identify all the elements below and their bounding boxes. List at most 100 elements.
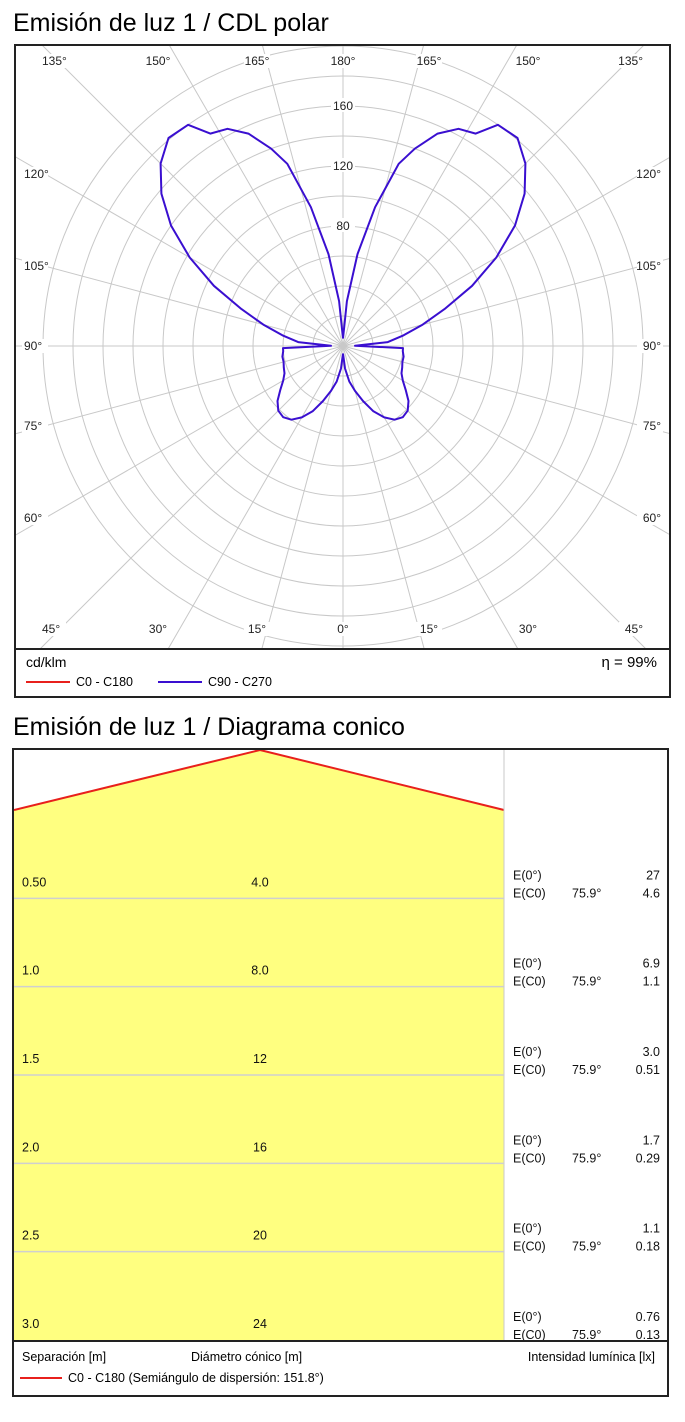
angle-label-bg: [515, 622, 541, 636]
radial-tick-bg: [331, 98, 355, 112]
bottom-angle-label: 45°: [625, 622, 643, 636]
cone-diagram-title: Emisión de luz 1 / Diagrama conico: [13, 713, 405, 741]
cone-legend-item: C0 - C180 (Semiángulo de dispersión: 151…: [20, 1371, 324, 1385]
top-angle-label: 150°: [146, 54, 171, 68]
ec0-value: 0.13: [636, 1328, 660, 1340]
legend-label-c0-c180: C0 - C180: [76, 675, 133, 689]
top-angle-label: 135°: [42, 54, 67, 68]
separation-value: 1.0: [22, 964, 39, 978]
angle-label-bg: [22, 167, 48, 181]
angle-label-bg: [22, 259, 48, 273]
cone-edge-line: [14, 750, 505, 811]
cone-diagram-panel: 0.50 4.0 E(0°) 27 E(C0) 75.9° 4.6 1.0 8.0 E(0°) 6.…: [12, 748, 669, 1342]
separation-value: 2.5: [22, 1229, 39, 1243]
ec0-angle: 75.9°: [572, 1328, 601, 1340]
radial-tick-label: 160: [333, 99, 353, 113]
legend-item-c0-c180: C0 - C180: [26, 675, 133, 689]
angle-label-bg: [416, 622, 442, 636]
radial-tick-bg: [331, 218, 355, 232]
separation-value: 3.0: [22, 1317, 39, 1331]
cone-legend-label: C0 - C180 (Semiángulo de dispersión: 151…: [68, 1371, 324, 1385]
polar-grid-spoke: [168, 345, 344, 648]
ec0-value: 4.6: [643, 886, 660, 900]
e0-value: 1.7: [643, 1133, 660, 1147]
legend-swatch-c0-c180: [26, 681, 70, 683]
cone-legend-swatch: [20, 1377, 62, 1379]
ec0-label: E(C0): [513, 1240, 546, 1254]
diameter-value: 20: [253, 1229, 267, 1243]
e0-label: E(0°): [513, 1045, 542, 1059]
angle-label-bg: [22, 339, 48, 353]
angle-label-bg: [22, 511, 48, 525]
e0-label: E(0°): [513, 1133, 542, 1147]
legend-item-c90-c270: C90 - C270: [158, 675, 272, 689]
polar-grid-spoke: [16, 345, 344, 435]
diameter-value: 4.0: [251, 875, 268, 889]
col-header-separation: Separación [m]: [22, 1350, 107, 1364]
e0-label: E(0°): [513, 1310, 542, 1324]
left-angle-label: 120°: [24, 167, 49, 181]
polar-chart-svg: 80 120 160 135° 150° 165° 180° 165° 150° 135° 45° 3…: [16, 46, 669, 648]
bottom-angle-label: 0°: [337, 622, 349, 636]
diameter-value: 24: [253, 1317, 267, 1331]
angle-label-bg: [40, 622, 66, 636]
bottom-angle-label: 15°: [248, 622, 266, 636]
separation-value: 2.0: [22, 1140, 39, 1154]
radial-tick-bg: [331, 158, 355, 172]
polar-grid-spoke: [16, 156, 344, 347]
diameter-value: 12: [253, 1052, 267, 1066]
col-header-diameter: Diámetro cónico [m]: [191, 1350, 303, 1364]
e0-label: E(0°): [513, 1222, 542, 1236]
bottom-angle-label: 15°: [420, 622, 438, 636]
diameter-value: 8.0: [251, 964, 268, 978]
polar-grid: [16, 46, 669, 648]
ec0-angle: 75.9°: [572, 886, 601, 900]
ec0-value: 0.18: [636, 1240, 660, 1254]
ec0-label: E(C0): [513, 975, 546, 989]
ec0-angle: 75.9°: [572, 975, 601, 989]
ec0-value: 0.51: [636, 1063, 660, 1077]
angle-label-bg: [22, 419, 48, 433]
e0-label: E(0°): [513, 868, 542, 882]
polar-angle-labels: 80 120 160 135° 150° 165° 180° 165° 150° 135° 45° 3…: [22, 54, 663, 636]
polar-grid-spoke: [342, 345, 669, 535]
polar-grid-spoke: [16, 345, 344, 536]
cone-table: 0.50 4.0 E(0°) 27 E(C0) 75.9° 4.6 1.0 8.0 E(0°) 6.…: [22, 868, 660, 1340]
radial-tick-label: 120: [333, 159, 353, 173]
angle-label-bg: [619, 54, 645, 68]
polar-grid-spoke: [342, 345, 669, 434]
polar-grid-spoke: [342, 345, 646, 648]
ec0-label: E(C0): [513, 1063, 546, 1077]
polar-chart-panel: 80 120 160 135° 150° 165° 180° 165° 150° 135° 45° 3…: [14, 44, 671, 650]
e0-value: 3.0: [643, 1045, 660, 1059]
left-angle-label: 90°: [24, 339, 42, 353]
angle-label-bg: [637, 259, 663, 273]
top-angle-label: 150°: [516, 54, 541, 68]
ec0-value: 1.1: [643, 975, 660, 989]
top-angle-label: 180°: [331, 54, 356, 68]
ec0-label: E(C0): [513, 1151, 546, 1165]
polar-grid-spoke: [342, 46, 644, 347]
angle-label-bg: [619, 622, 645, 636]
angle-label-bg: [637, 419, 663, 433]
polar-grid-spoke: [342, 46, 517, 347]
cone-diagram-svg: 0.50 4.0 E(0°) 27 E(C0) 75.9° 4.6 1.0 8.0 E(0°) 6.…: [14, 750, 660, 1340]
polar-grid-spoke: [42, 46, 344, 347]
left-angle-label: 75°: [24, 419, 42, 433]
e0-label: E(0°): [513, 957, 542, 971]
e0-value: 0.76: [636, 1310, 660, 1324]
cone-shapes: [14, 750, 505, 1340]
polar-curves: [159, 123, 527, 421]
polar-grid-spoke: [40, 345, 344, 648]
angle-label-bg: [244, 622, 270, 636]
legend-swatch-c90-c270: [158, 681, 202, 683]
left-angle-label: 105°: [24, 259, 49, 273]
right-angle-label: 60°: [643, 511, 661, 525]
angle-label-bg: [330, 622, 356, 636]
angle-label-bg: [330, 54, 356, 68]
angle-label-bg: [515, 54, 541, 68]
angle-label-bg: [637, 167, 663, 181]
separation-value: 1.5: [22, 1052, 39, 1066]
angle-label-bg: [244, 54, 270, 68]
polar-grid-spoke: [169, 46, 344, 347]
